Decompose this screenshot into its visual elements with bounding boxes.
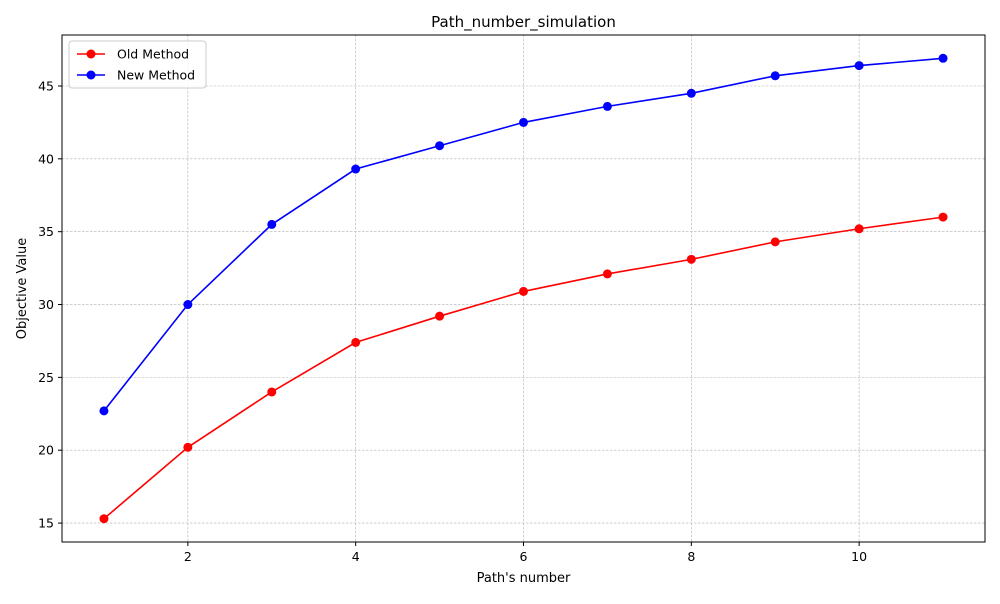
x-tick-label: 8 (687, 549, 695, 564)
data-point (183, 300, 193, 310)
data-point (351, 337, 361, 347)
data-point (770, 237, 780, 247)
legend-box (68, 40, 207, 89)
data-point (938, 212, 948, 222)
legend-label: Old Method (117, 47, 189, 62)
legend-item: Old Method (77, 47, 189, 62)
data-point (854, 224, 864, 234)
data-point (99, 514, 109, 524)
data-point (686, 88, 696, 98)
y-tick-label: 30 (38, 297, 54, 312)
legend-item: New Method (77, 68, 195, 83)
legend: Old Method New Method (68, 40, 207, 89)
data-point (770, 71, 780, 81)
y-tick-label: 45 (38, 78, 54, 93)
data-point (183, 442, 193, 452)
data-point (686, 254, 696, 264)
y-tick-label: 20 (38, 443, 54, 458)
data-point (519, 117, 528, 127)
series-new-method (99, 53, 948, 416)
data-point (99, 406, 109, 416)
data-point (351, 164, 361, 174)
data-point (267, 219, 277, 229)
data-point (435, 141, 445, 151)
data-point (519, 286, 528, 296)
legend-marker (86, 49, 96, 59)
legend-items: Old Method New Method (77, 47, 195, 83)
x-axis-label: Path's number (477, 571, 571, 586)
x-tick-label: 10 (851, 549, 867, 564)
y-axis-label: Objective Value (15, 238, 30, 339)
chart-title: Path_number_simulation (431, 13, 616, 32)
y-tick-label: 25 (38, 370, 54, 385)
y-tick-label: 35 (38, 224, 54, 239)
x-tick-label: 4 (352, 549, 360, 564)
series-layer (99, 53, 948, 524)
axis-ticks: 2 4 6 8 10 15 20 25 30 35 40 45 (38, 78, 867, 564)
series-old-method (99, 212, 948, 524)
data-point (267, 387, 277, 397)
legend-marker (86, 70, 96, 80)
x-tick-label: 6 (520, 549, 528, 564)
data-point (854, 61, 864, 71)
data-point (435, 311, 445, 321)
data-point (602, 269, 612, 279)
data-point (938, 53, 948, 63)
y-tick-label: 40 (38, 151, 54, 166)
x-tick-label: 2 (184, 549, 192, 564)
legend-label: New Method (117, 68, 195, 83)
y-tick-label: 15 (38, 516, 54, 531)
data-point (602, 101, 612, 111)
